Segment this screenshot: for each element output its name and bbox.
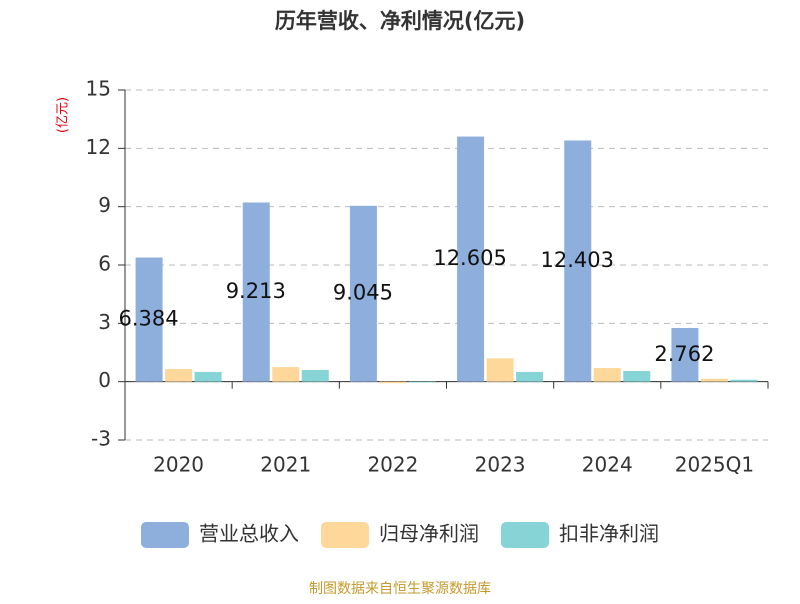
bar [623, 370, 651, 382]
x-tick-label: 2025Q1 [675, 453, 754, 477]
legend-label: 归母净利润 [379, 522, 479, 546]
x-tick-label: 2023 [475, 453, 526, 477]
y-tick-label: 12 [86, 135, 111, 159]
chart-title: 历年营收、净利情况(亿元) [275, 9, 525, 33]
data-label: 12.605 [433, 246, 506, 270]
bar [457, 136, 485, 382]
data-label: 9.213 [226, 279, 286, 303]
bar [564, 140, 592, 382]
legend-swatch [321, 522, 369, 548]
data-label: 2.762 [654, 342, 714, 366]
bar [272, 367, 300, 382]
legend-swatch [501, 522, 549, 548]
bar [165, 369, 193, 382]
y-tick-label: 15 [86, 77, 111, 101]
bar [242, 202, 270, 382]
legend-swatch [141, 522, 189, 548]
y-axis-label: (亿元) [56, 97, 71, 133]
x-tick-label: 2022 [367, 453, 418, 477]
bar [194, 371, 222, 382]
y-tick-label: 0 [98, 368, 111, 392]
legend-label: 营业总收入 [199, 522, 299, 546]
bar [486, 358, 514, 382]
y-tick-label: -3 [91, 427, 111, 451]
bar [349, 205, 377, 382]
x-tick-label: 2024 [582, 453, 633, 477]
y-tick-label: 9 [98, 193, 111, 217]
bar [700, 378, 728, 382]
bar [730, 379, 758, 382]
bar [301, 370, 329, 382]
x-tick-label: 2020 [153, 453, 204, 477]
data-label: 12.403 [541, 248, 614, 272]
source-note: 制图数据来自恒生聚源数据库 [309, 581, 491, 597]
bar [516, 371, 544, 382]
y-tick-label: 6 [98, 252, 111, 276]
bar [593, 368, 621, 382]
data-label: 9.045 [333, 281, 393, 305]
bar [671, 327, 699, 382]
legend-label: 扣非净利润 [559, 522, 659, 546]
bar [379, 381, 407, 384]
x-tick-label: 2021 [260, 453, 311, 477]
bar [408, 381, 436, 383]
bar [135, 257, 163, 382]
data-label: 6.384 [119, 307, 179, 331]
y-tick-label: 3 [98, 310, 111, 334]
